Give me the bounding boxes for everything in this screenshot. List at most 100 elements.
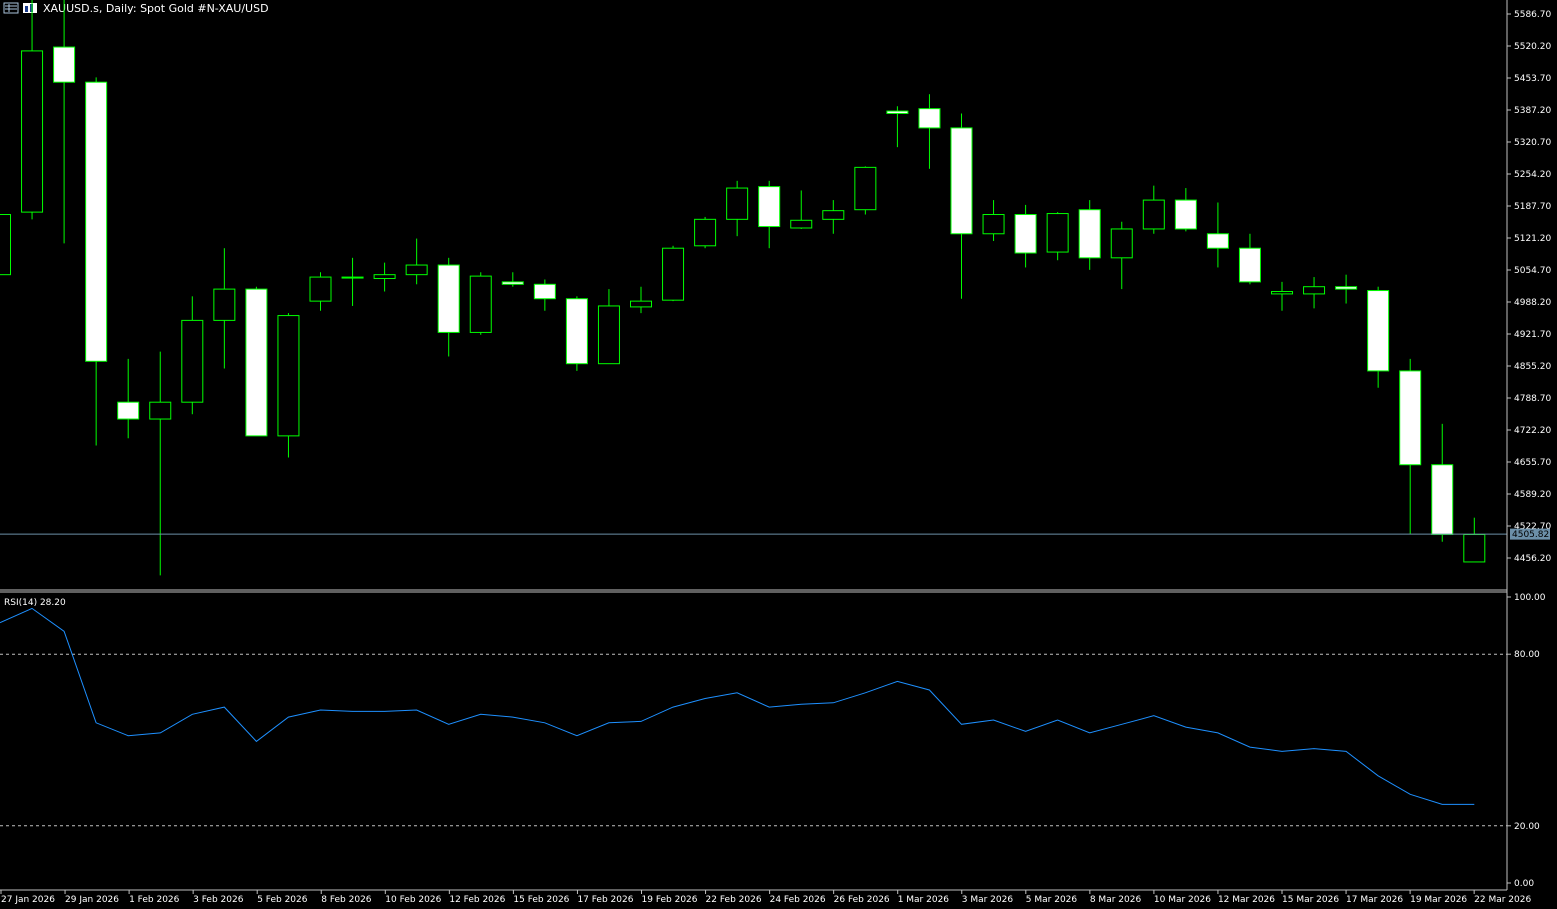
bear-candle-body <box>341 276 364 279</box>
bull-candle-body <box>1303 286 1326 295</box>
candle[interactable] <box>405 238 428 285</box>
bull-candle-body <box>630 300 652 308</box>
price-tick-label: 5387.20 <box>1514 106 1551 116</box>
bull-candle-body <box>822 210 845 220</box>
candle[interactable] <box>597 289 620 365</box>
time-axis: 27 Jan 2026 29 Jan 2026 1 Feb 2026 3 Feb 20… <box>0 890 1531 905</box>
candle[interactable] <box>181 296 204 415</box>
time-tick-label: 17 Feb 2026 <box>577 895 633 905</box>
bear-candle-body <box>533 283 556 300</box>
candles-group <box>0 0 1486 576</box>
rsi-line <box>0 607 1475 805</box>
price-tick-label: 5187.70 <box>1514 202 1551 212</box>
time-tick-label: 3 Mar 2026 <box>962 895 1014 905</box>
candle[interactable] <box>501 272 524 287</box>
chart-type-icon[interactable] <box>23 3 37 13</box>
candle[interactable] <box>982 200 1005 241</box>
price-tick-label: 4655.70 <box>1514 458 1551 468</box>
time-tick-label: 24 Feb 2026 <box>770 895 826 905</box>
candle[interactable] <box>1463 517 1486 563</box>
bull-candle-body <box>1271 291 1293 295</box>
bull-candle-body <box>405 264 428 276</box>
bull-candle-body <box>694 218 717 247</box>
candle[interactable] <box>1238 233 1261 285</box>
bear-candle-body <box>1014 214 1037 254</box>
candle[interactable] <box>758 180 781 249</box>
candle[interactable] <box>0 214 11 276</box>
candle[interactable] <box>277 313 300 458</box>
candle[interactable] <box>149 351 172 576</box>
candle[interactable] <box>1174 188 1197 232</box>
candle[interactable] <box>854 166 877 215</box>
time-tick-label: 12 Mar 2026 <box>1218 895 1275 905</box>
bull-candle-body <box>277 315 300 437</box>
time-tick-label: 22 Mar 2026 <box>1474 895 1531 905</box>
candle[interactable] <box>790 190 813 229</box>
symbol-title: XAUUSD.s, Daily: Spot Gold #N-XAU/USD <box>43 2 269 15</box>
candle[interactable] <box>726 180 749 237</box>
candle[interactable] <box>1046 212 1069 261</box>
candle[interactable] <box>437 257 460 357</box>
current-price-label: 4505.82 <box>1512 530 1549 540</box>
candle[interactable] <box>886 106 909 148</box>
candle[interactable] <box>822 200 845 234</box>
candle[interactable] <box>341 257 364 306</box>
price-tick-label: 4722.20 <box>1514 426 1551 436</box>
bear-candle-body <box>565 298 588 365</box>
bull-candle-body <box>309 276 332 302</box>
bull-candle-body <box>469 275 492 333</box>
candle[interactable] <box>1367 286 1390 388</box>
bull-candle-body <box>213 288 236 321</box>
bear-candle-body <box>501 281 524 285</box>
rsi-tick-label: 0.00 <box>1514 879 1534 889</box>
time-tick-label: 5 Feb 2026 <box>257 895 308 905</box>
price-tick-label: 4988.20 <box>1514 298 1551 308</box>
candle[interactable] <box>950 113 973 299</box>
candle[interactable] <box>21 0 44 220</box>
candle[interactable] <box>1335 274 1358 304</box>
candle[interactable] <box>373 262 396 292</box>
bear-candle-body <box>85 81 108 362</box>
candle[interactable] <box>1399 358 1422 535</box>
candle[interactable] <box>1110 221 1133 290</box>
time-tick-label: 1 Mar 2026 <box>898 895 950 905</box>
candle[interactable] <box>309 272 332 311</box>
bull-candle-body <box>1110 228 1133 259</box>
bear-candle-body <box>1431 464 1454 536</box>
time-tick-label: 27 Jan 2026 <box>1 895 55 905</box>
candle[interactable] <box>662 245 685 302</box>
candle[interactable] <box>565 296 588 371</box>
price-tick-label: 4522.70 <box>1514 522 1551 532</box>
bear-candle-body <box>758 186 781 228</box>
candle[interactable] <box>85 77 108 446</box>
candle[interactable] <box>533 279 556 311</box>
window-list-icon[interactable] <box>3 2 19 14</box>
candle[interactable] <box>1014 204 1037 268</box>
price-tick-label: 5520.20 <box>1514 42 1551 52</box>
candle[interactable] <box>117 358 140 439</box>
candle[interactable] <box>1271 281 1293 311</box>
time-tick-label: 8 Feb 2026 <box>321 895 372 905</box>
rsi-tick-label: 80.00 <box>1514 650 1540 660</box>
price-tick-label: 5121.20 <box>1514 234 1551 244</box>
candle[interactable] <box>1431 423 1454 542</box>
time-tick-label: 15 Feb 2026 <box>513 895 569 905</box>
candle[interactable] <box>1206 202 1229 268</box>
time-tick-label: 19 Mar 2026 <box>1410 895 1467 905</box>
price-tick-label: 4788.70 <box>1514 394 1551 404</box>
candle[interactable] <box>213 248 236 369</box>
candle[interactable] <box>1142 185 1165 234</box>
bear-candle-body <box>53 46 76 83</box>
bear-candle-body <box>1367 290 1390 372</box>
bull-candle-body <box>21 50 44 213</box>
candle[interactable] <box>53 0 76 244</box>
candle[interactable] <box>469 272 492 335</box>
bull-candle-body <box>662 247 685 301</box>
candle[interactable] <box>245 286 268 437</box>
candle[interactable] <box>1303 277 1326 309</box>
candle[interactable] <box>630 286 652 314</box>
candle[interactable] <box>918 94 941 169</box>
candle[interactable] <box>1078 200 1101 270</box>
candle[interactable] <box>694 216 717 249</box>
